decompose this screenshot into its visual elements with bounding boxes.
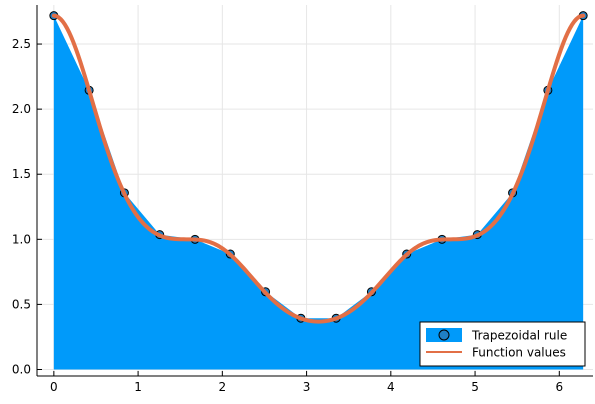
x-tick-label-3: 3 bbox=[303, 380, 311, 394]
y-tick-label-0: 0.0 bbox=[12, 362, 31, 376]
trapezoid-area bbox=[53, 15, 584, 370]
legend: Trapezoidal rule Function values bbox=[419, 321, 586, 367]
y-tick-label-1: 0.5 bbox=[12, 297, 31, 311]
area-layer bbox=[53, 15, 584, 370]
x-tick-label-1: 1 bbox=[134, 380, 142, 394]
x-tick-label-0: 0 bbox=[50, 380, 58, 394]
y-tick-label-4: 2.0 bbox=[12, 102, 31, 116]
x-tick-label-5: 5 bbox=[471, 380, 479, 394]
x-tick-label-2: 2 bbox=[219, 380, 227, 394]
tick-labels: 0 1 2 3 4 5 6 0.0 0.5 1.0 1.5 2.0 2.5 bbox=[12, 37, 563, 394]
y-tick-label-5: 2.5 bbox=[12, 37, 31, 51]
legend-marker-trapezoidal bbox=[438, 329, 450, 341]
y-tick-label-2: 1.0 bbox=[12, 232, 31, 246]
x-tick-label-6: 6 bbox=[555, 380, 563, 394]
y-tick-label-3: 1.5 bbox=[12, 167, 31, 181]
legend-label-function: Function values bbox=[472, 346, 566, 360]
function-curve bbox=[51, 13, 586, 324]
x-tick-label-4: 4 bbox=[387, 380, 395, 394]
legend-label-trapezoidal: Trapezoidal rule bbox=[471, 329, 567, 343]
curve-layer bbox=[51, 13, 586, 324]
axes bbox=[36, 5, 593, 377]
